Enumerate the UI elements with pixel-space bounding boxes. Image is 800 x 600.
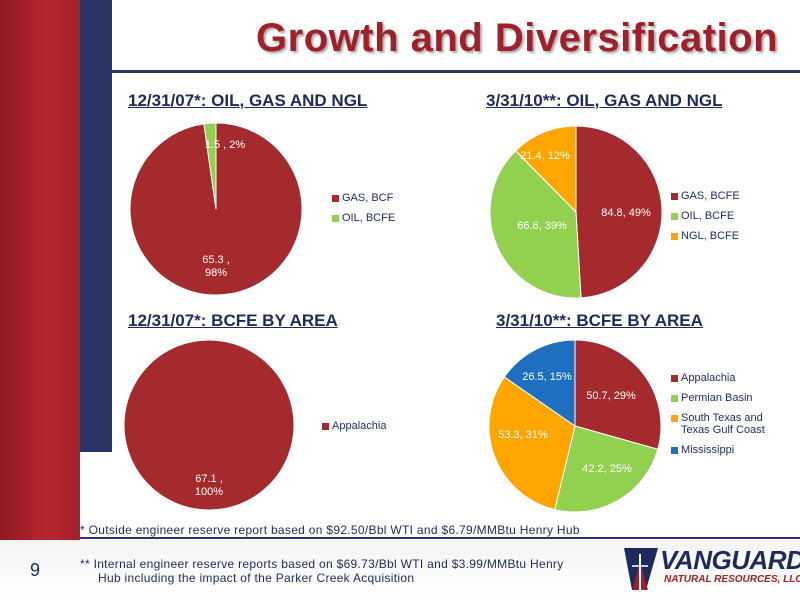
pie-chart-area-2010: 50.7, 29% 42.2, 25% 53.3, 31% 26.5, 15% bbox=[488, 339, 662, 513]
legend-item: Mississippi bbox=[671, 444, 781, 456]
pie-data-label: 1.5 , 2% bbox=[205, 139, 246, 151]
legend-swatch bbox=[322, 423, 329, 430]
legend-label: GAS, BCFE bbox=[681, 190, 740, 202]
pie-slice-ngl-bcfe bbox=[514, 125, 577, 214]
pie-data-label: 66.6, 39% bbox=[517, 220, 567, 232]
pie-data-label: 42.2, 25% bbox=[582, 463, 632, 475]
pie-data-label: 50.7, 29% bbox=[586, 390, 636, 402]
logo-wordmark: VANGUARD bbox=[660, 545, 800, 575]
slide-title: Growth and Diversification bbox=[256, 16, 778, 60]
legend-area-2007: Appalachia bbox=[322, 420, 386, 440]
legend-swatch bbox=[671, 375, 678, 382]
title-divider bbox=[112, 70, 800, 73]
legend-oil-gas-2010: GAS, BCFE OIL, BCFE NGL, BCFE bbox=[671, 190, 740, 250]
pie-slice-appalachia bbox=[574, 339, 662, 450]
pie-slice-gas-bcfe bbox=[575, 125, 663, 299]
legend-area-2010: Appalachia Permian Basin South Texas and T… bbox=[671, 372, 781, 464]
legend-item: Appalachia bbox=[322, 420, 386, 432]
logo-tagline: NATURAL RESOURCES, LLC bbox=[664, 574, 800, 585]
legend-label: Appalachia bbox=[681, 372, 736, 384]
footnote-internal-engineer-line2: Hub including the impact of the Parker C… bbox=[98, 571, 415, 585]
legend-label: NGL, BCFE bbox=[681, 230, 740, 242]
legend-item: NGL, BCFE bbox=[671, 230, 740, 242]
pie-slice-mississippi bbox=[503, 339, 576, 427]
legend-swatch bbox=[671, 193, 678, 200]
pie-data-label: 65.3 , bbox=[202, 254, 230, 266]
pie-data-label: 53.3, 31% bbox=[498, 429, 548, 441]
pie-chart-oil-gas-2010: 84.8, 49% 66.6, 39% 21.4, 12% bbox=[489, 125, 663, 299]
pie-slice-south-texas-and-texas-gulf-coast bbox=[488, 376, 576, 511]
legend-label: OIL, BCFE bbox=[681, 210, 735, 222]
section-title-area-2007: 12/31/07*: BCFE BY AREA bbox=[128, 311, 338, 330]
footnote-internal-engineer-line1: ** Internal engineer reserve reports bas… bbox=[80, 557, 564, 571]
legend-item: Permian Basin bbox=[671, 392, 781, 404]
pie-data-label: 100% bbox=[195, 486, 223, 498]
legend-oil-gas-2007: GAS, BCF OIL, BCFE bbox=[332, 192, 395, 232]
legend-label: Mississippi bbox=[681, 444, 735, 456]
pie-data-label: 98% bbox=[205, 267, 227, 279]
pie-slice-permian-basin bbox=[554, 425, 659, 513]
legend-label: South Texas and Texas Gulf Coast bbox=[681, 412, 765, 436]
section-title-oil-gas-2010: 3/31/10**: OIL, GAS AND NGL bbox=[486, 91, 723, 110]
legend-label: Permian Basin bbox=[681, 392, 753, 404]
legend-item: GAS, BCFE bbox=[671, 190, 740, 202]
section-title-area-2010: 3/31/10**: BCFE BY AREA bbox=[496, 311, 703, 330]
legend-item: South Texas and Texas Gulf Coast bbox=[671, 412, 781, 436]
footer-divider bbox=[80, 537, 800, 539]
legend-swatch bbox=[671, 415, 678, 422]
legend-swatch bbox=[332, 215, 339, 222]
footer-band bbox=[0, 540, 800, 600]
footnote-outside-engineer: * Outside engineer reserve report based … bbox=[80, 523, 580, 537]
legend-swatch bbox=[671, 233, 678, 240]
footnote-internal-engineer: ** Internal engineer reserve reports bas… bbox=[80, 557, 600, 585]
left-accent-bar bbox=[0, 0, 80, 540]
section-title-oil-gas-2007: 12/31/07*: OIL, GAS AND NGL bbox=[128, 91, 368, 110]
legend-swatch bbox=[671, 213, 678, 220]
pie-chart-area-2007: 67.1 ,100% bbox=[123, 339, 295, 511]
legend-label: OIL, BCFE bbox=[342, 212, 396, 224]
page-number: 9 bbox=[30, 560, 41, 580]
pie-slice-oil-bcfe bbox=[489, 150, 582, 299]
pie-chart-oil-gas-2007: 65.3 ,98% 1.5 , 2% bbox=[129, 122, 303, 296]
legend-item: GAS, BCF bbox=[332, 192, 395, 204]
pie-data-label: 21.4, 12% bbox=[520, 150, 570, 162]
vanguard-logo-graphic bbox=[624, 548, 658, 590]
legend-item: Appalachia bbox=[671, 372, 781, 384]
pie-data-label: 26.5, 15% bbox=[522, 371, 572, 383]
pie-data-label: 84.8, 49% bbox=[601, 207, 651, 219]
legend-swatch bbox=[671, 447, 678, 454]
pie-data-label: 67.1 , bbox=[195, 473, 223, 485]
legend-label: Appalachia bbox=[332, 420, 387, 432]
legend-item: OIL, BCFE bbox=[332, 212, 395, 224]
pie-slice-oil-bcfe bbox=[203, 122, 217, 210]
legend-swatch bbox=[671, 395, 678, 402]
legend-item: OIL, BCFE bbox=[671, 210, 740, 222]
legend-swatch bbox=[332, 195, 339, 202]
navy-accent-strip bbox=[80, 0, 112, 452]
legend-label: GAS, BCF bbox=[342, 192, 394, 204]
pie-slice-appalachia bbox=[123, 339, 295, 511]
